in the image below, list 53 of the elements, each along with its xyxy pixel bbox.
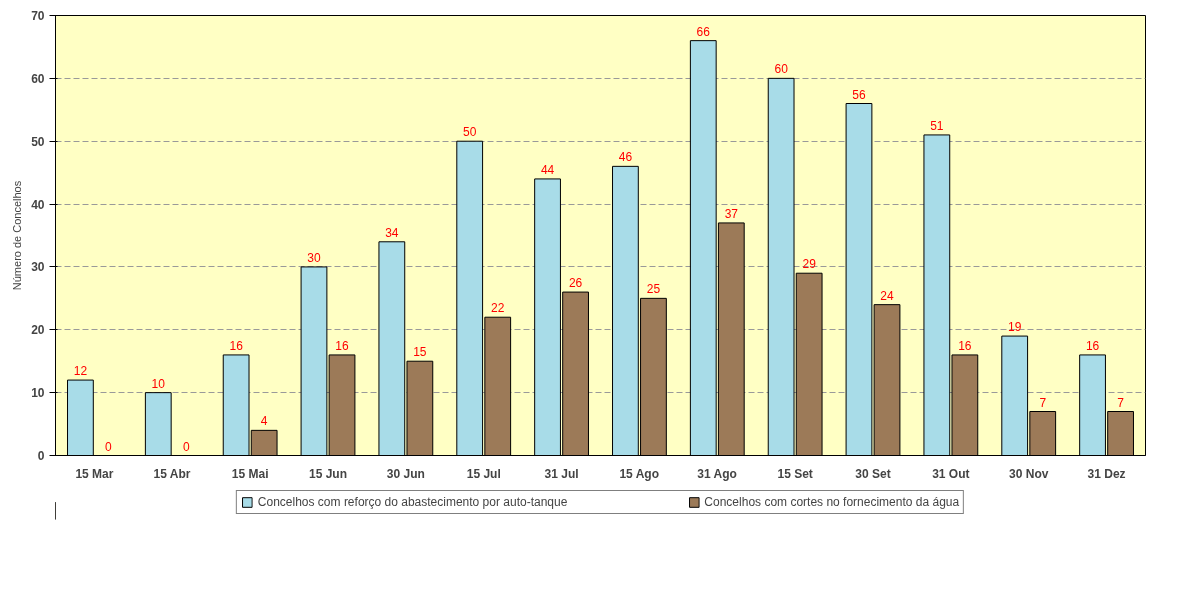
x-tick-label: 31 Jul xyxy=(544,466,579,481)
data-label: 29 xyxy=(802,257,817,272)
data-label: 15 xyxy=(413,345,427,360)
x-tick-label: 31 Dez xyxy=(1087,466,1126,481)
data-label: 7 xyxy=(1117,395,1125,410)
data-label: 26 xyxy=(568,276,583,291)
y-tick-label: 40 xyxy=(31,197,45,212)
data-label: 0 xyxy=(105,439,113,454)
data-label: 4 xyxy=(260,414,268,429)
x-tick-label: 15 Mai xyxy=(231,466,269,481)
data-label: 46 xyxy=(618,150,633,165)
data-label: 16 xyxy=(1085,338,1100,353)
x-tick-label: 15 Ago xyxy=(619,466,659,481)
data-label: 51 xyxy=(930,118,944,133)
x-tick-label: 30 Set xyxy=(855,466,891,481)
y-tick-label: 0 xyxy=(37,449,45,463)
x-tick-label: 15 Mar xyxy=(75,466,114,481)
x-tick-label: 15 Jul xyxy=(466,466,501,481)
y-tick-label: 30 xyxy=(31,260,45,275)
y-tick-label: 70 xyxy=(31,9,45,23)
data-label: 66 xyxy=(696,24,711,39)
data-label: 37 xyxy=(724,206,739,221)
data-label: 16 xyxy=(958,338,972,353)
data-label: 0 xyxy=(182,439,190,454)
data-label: 16 xyxy=(229,338,244,353)
legend-label: Concelhos com reforço do abastecimento por auto-tanque xyxy=(257,495,568,509)
x-tick-label: 31 Out xyxy=(932,466,970,481)
data-label: 7 xyxy=(1039,395,1047,410)
data-label: 25 xyxy=(646,282,661,297)
data-label: 12 xyxy=(73,364,88,379)
data-label: 34 xyxy=(385,225,399,240)
y-axis-title: Número de Concelhos xyxy=(11,180,24,291)
data-label: 56 xyxy=(852,87,866,102)
data-label: 10 xyxy=(151,376,166,391)
y-tick-label: 60 xyxy=(31,71,45,86)
y-tick-label: 50 xyxy=(31,134,45,149)
legend-label: Concelhos com cortes no fornecimento da água xyxy=(704,495,960,509)
data-label: 60 xyxy=(774,62,789,77)
x-tick-label: 31 Ago xyxy=(697,466,737,481)
data-label: 50 xyxy=(463,125,477,140)
x-tick-label: 15 Set xyxy=(777,466,813,481)
x-tick-label: 15 Abr xyxy=(153,466,191,481)
data-label: 44 xyxy=(540,162,555,177)
data-label: 22 xyxy=(491,301,505,316)
x-tick-label: 30 Jun xyxy=(386,466,425,481)
y-tick-label: 20 xyxy=(31,323,45,338)
data-label: 19 xyxy=(1008,320,1022,335)
y-tick-label: 10 xyxy=(31,386,45,401)
data-label: 30 xyxy=(307,250,321,265)
x-tick-label: 30 Nov xyxy=(1009,466,1049,481)
x-tick-label: 15 Jun xyxy=(308,466,348,481)
data-label: 24 xyxy=(880,288,895,303)
data-label: 16 xyxy=(335,338,350,353)
